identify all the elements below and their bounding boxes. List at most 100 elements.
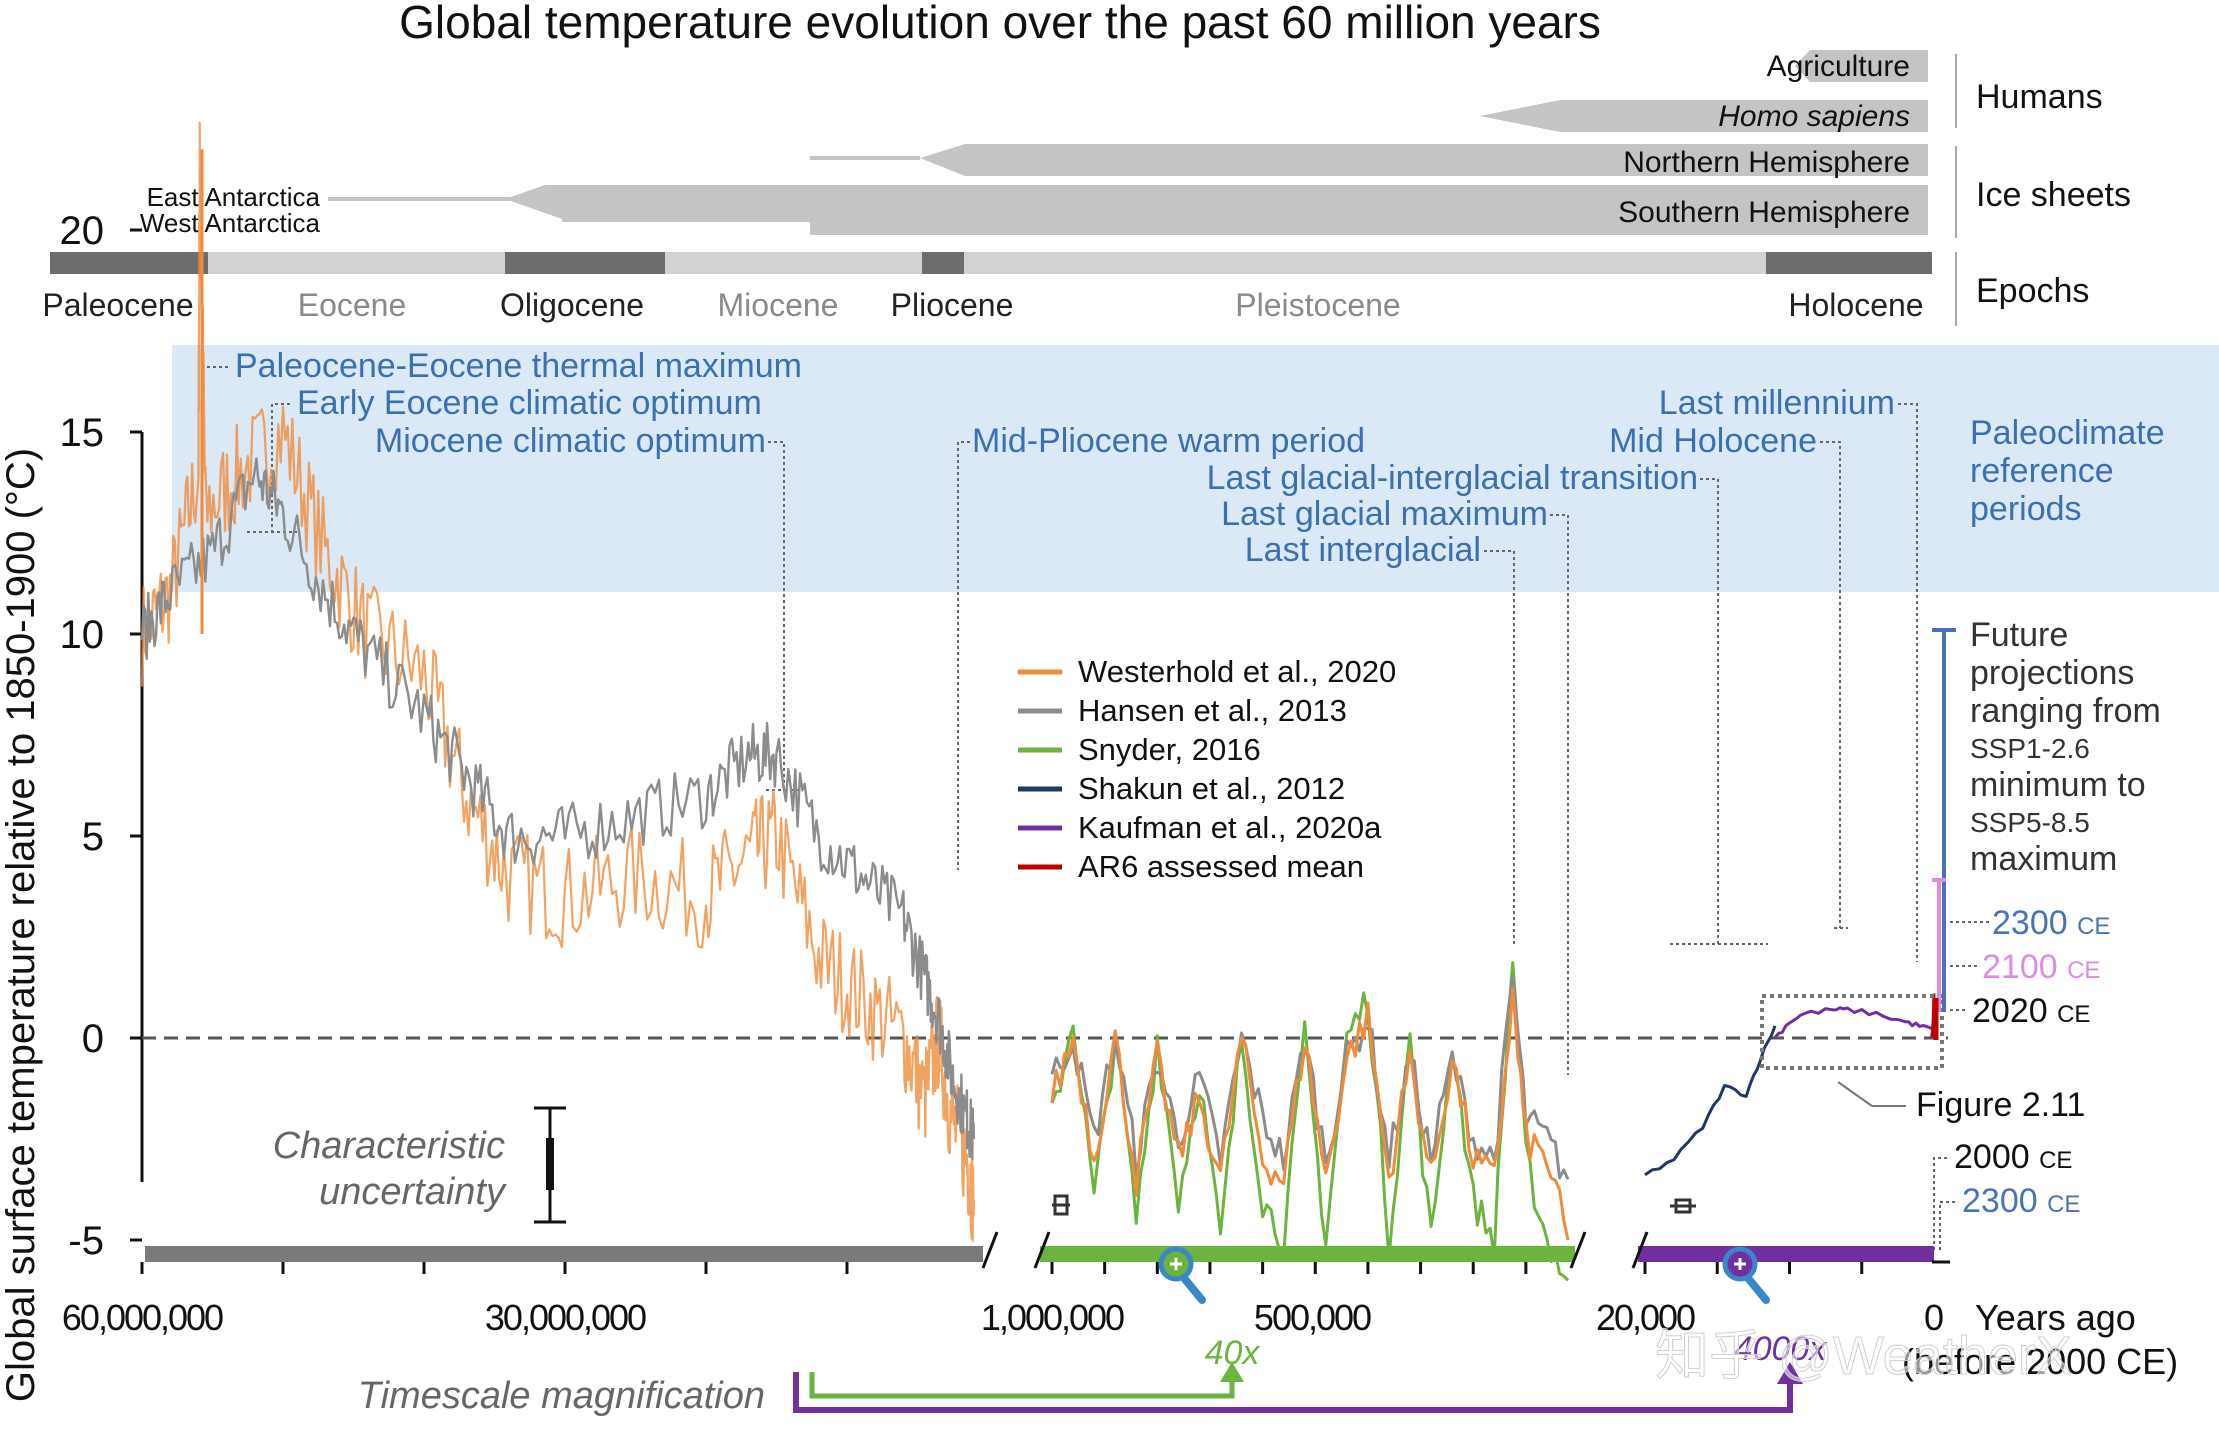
ice-sheets-group-label: Ice sheets — [1976, 176, 2131, 214]
uncertainty-bar — [534, 1106, 566, 1224]
future-projections-text: Future projections ranging from SSP1-2.6… — [1970, 616, 2161, 878]
epoch-label-holocene: Holocene — [1788, 287, 1923, 323]
lower-marker-2000-unit: CE — [2039, 1147, 2072, 1174]
epochs-group-label: Epochs — [1976, 272, 2089, 310]
green-arrow-head — [1220, 1362, 1244, 1382]
magnifier-icon-green — [1158, 1246, 1206, 1304]
epoch-holocene — [1766, 252, 1932, 274]
marker-2020: 2020 CE — [1972, 992, 2090, 1030]
x-axis-label-line1: Years ago — [1975, 1297, 2136, 1338]
y-ticks: -5 0 5 10 15 20 — [60, 209, 142, 1263]
legend-label-3: Shakun et al., 2012 — [1078, 771, 1345, 806]
x-axis-label-line2: (before 2000 CE) — [1902, 1341, 2178, 1382]
future-line-7: maximum — [1970, 840, 2117, 878]
humans-group-label: Humans — [1976, 78, 2103, 116]
ref-band-title-line3: periods — [1970, 490, 2082, 528]
ref-petm: Paleocene-Eocene thermal maximum — [235, 347, 802, 385]
epoch-pliocene — [922, 252, 964, 274]
x-ticks — [140, 1262, 1864, 1274]
ytick-label-10: 10 — [60, 613, 105, 657]
uncertainty-label-line2: uncertainty — [319, 1171, 507, 1213]
xtick-20k: 20,000 — [1596, 1297, 1695, 1338]
xtick-1m: 1,000,000 — [981, 1297, 1124, 1338]
ref-lgm: Last glacial maximum — [1221, 495, 1548, 533]
reference-band — [172, 345, 2219, 592]
purple-magnification-label: 4000x — [1734, 1330, 1828, 1368]
southern-hemisphere-label: Southern Hemisphere — [1618, 196, 1910, 229]
future-line-2: projections — [1970, 654, 2134, 692]
future-marker-leaders — [1950, 921, 1990, 1011]
lower-marker-2300-num: 2300 — [1962, 1182, 2038, 1220]
epoch-paleocene — [50, 252, 208, 274]
xtick-0: 0 — [1924, 1297, 1944, 1338]
figure-211-box — [1760, 994, 1944, 1070]
uncertainty-label-line1: Characteristic — [273, 1125, 505, 1167]
green-magnification-arrow — [809, 1372, 1235, 1399]
marker-2020-num: 2020 — [1972, 992, 2048, 1030]
northern-hemisphere-label: Northern Hemisphere — [1623, 146, 1910, 179]
east-antarctica-label: East Antarctica — [147, 182, 321, 212]
ref-lig: Last interglacial — [1245, 531, 1481, 569]
epoch-pleistocene — [964, 252, 1766, 274]
sh-ice-bar — [505, 185, 1928, 235]
lower-marker-2000: 2000 CE — [1954, 1138, 2072, 1176]
legend-label-5: AR6 assessed mean — [1078, 849, 1364, 884]
lower-marker-2300: 2300 CE — [1962, 1182, 2080, 1220]
marker-2300-upper-num: 2300 — [1992, 904, 2068, 942]
lower-ce-leader-1 — [1933, 1157, 1950, 1250]
ytick-label-0: 0 — [82, 1017, 104, 1061]
purple-arrow-head — [1777, 1362, 1803, 1384]
legend-label-2: Snyder, 2016 — [1078, 732, 1261, 767]
epoch-miocene — [665, 252, 922, 274]
agriculture-bar — [1795, 50, 1928, 82]
epoch-label-eocene: Eocene — [298, 287, 407, 323]
watermark: 知乎 @WeatherX — [1655, 1326, 2072, 1386]
green-magnification-label: 40x — [1205, 1334, 1261, 1372]
future-line-1: Future — [1970, 616, 2068, 654]
epoch-label-oligocene: Oligocene — [500, 287, 644, 323]
purple-magnification-arrow — [793, 1372, 1793, 1413]
series-group — [140, 121, 1936, 1282]
y-axis-label: Global surface temperature relative to 1… — [0, 448, 43, 1402]
ytick-label--5: -5 — [68, 1219, 104, 1263]
epoch-oligocene — [505, 252, 665, 274]
figure-211-label: Figure 2.11 — [1916, 1086, 2085, 1124]
xtick-30m: 30,000,000 — [485, 1297, 646, 1338]
marker-2300-upper: 2300 CE — [1992, 904, 2110, 942]
ref-mpwp: Mid-Pliocene warm period — [972, 422, 1365, 460]
ref-mid-holocene: Mid Holocene — [1609, 422, 1817, 460]
series-line-shakun-et-al-2012-p2 — [1644, 1025, 1777, 1177]
ref-eeco: Early Eocene climatic optimum — [297, 384, 762, 422]
series-line-westerhold-et-al-2020-p0 — [140, 121, 975, 1242]
marker-2100: 2100 CE — [1982, 948, 2100, 986]
marker-2300-upper-unit: CE — [2077, 913, 2110, 940]
ref-band-title-line2: reference — [1970, 452, 2114, 490]
ref-last-millennium: Last millennium — [1659, 384, 1895, 422]
legend: Westerhold et al., 2020 Hansen et al., 20… — [1018, 654, 1396, 884]
legend-label-4: Kaufman et al., 2020a — [1078, 810, 1382, 845]
future-line-3: ranging from — [1970, 692, 2161, 730]
marker-2100-unit: CE — [2067, 957, 2100, 984]
uncertainty-box — [546, 1138, 554, 1190]
ref-lgit: Last glacial-interglacial transition — [1207, 459, 1698, 497]
nh-ice-bar — [920, 144, 1928, 176]
magnifier-icon-purple — [1722, 1246, 1770, 1304]
axis-break-marks — [981, 1231, 1649, 1269]
lower-marker-2000-num: 2000 — [1954, 1138, 2030, 1176]
ytick-label-5: 5 — [82, 815, 104, 859]
figure-title: Global temperature evolution over the pa… — [399, 0, 1601, 48]
lower-ce-leader-2 — [1939, 1201, 1958, 1250]
epoch-eocene — [208, 252, 505, 274]
marker-2100-num: 2100 — [1982, 948, 2058, 986]
ytick-label-20: 20 — [60, 209, 105, 253]
marker-2020-unit: CE — [2057, 1001, 2090, 1028]
figure-211-leader — [1837, 1081, 1873, 1107]
legend-label-0: Westerhold et al., 2020 — [1078, 654, 1396, 689]
xtick-500k: 500,000 — [1254, 1297, 1371, 1338]
timeline-bar-deep — [145, 1246, 983, 1262]
epoch-label-pliocene: Pliocene — [891, 287, 1014, 323]
epoch-label-miocene: Miocene — [718, 287, 839, 323]
series-line-snyder-2016-p1 — [1050, 961, 1570, 1282]
timeline-bar-million — [1040, 1246, 1575, 1262]
